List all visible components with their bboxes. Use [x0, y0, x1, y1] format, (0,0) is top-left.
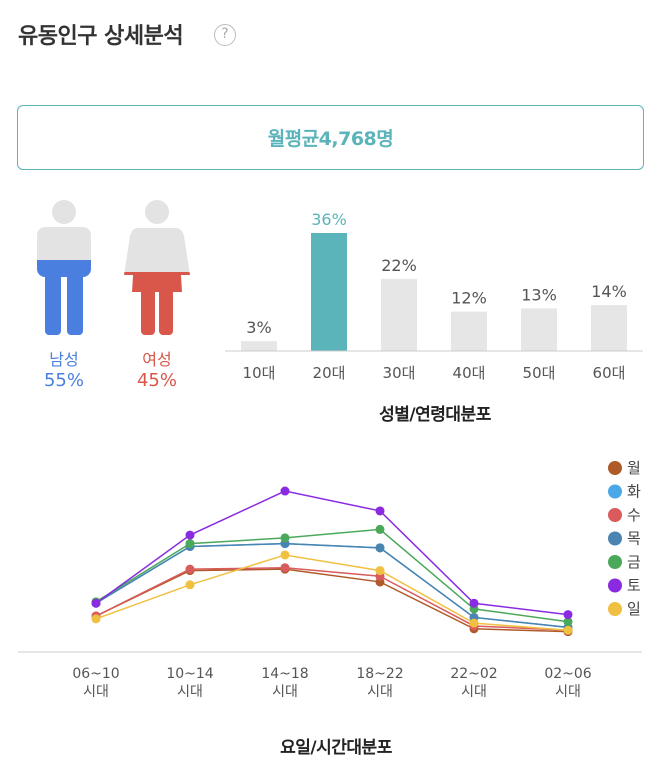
series-point-토 [469, 598, 479, 608]
male-label: 남성 [49, 350, 79, 369]
series-point-토 [375, 506, 385, 516]
series-point-금 [563, 617, 573, 627]
series-point-토 [563, 610, 573, 620]
male-percent: 55% [43, 370, 84, 391]
age-bar-10대 [241, 341, 277, 351]
age-category-label: 50대 [523, 364, 556, 382]
series-point-일 [280, 550, 290, 560]
age-category-label: 60대 [593, 364, 626, 382]
female-figure-icon [124, 200, 190, 335]
series-point-목 [375, 543, 385, 553]
legend-swatch-목 [608, 531, 622, 546]
series-point-금 [280, 533, 290, 543]
age-section-title: 성별/연령대분포 [379, 405, 491, 425]
series-point-일 [91, 614, 101, 624]
series-point-일 [563, 625, 573, 635]
series-point-일 [469, 618, 479, 628]
legend-swatch-수 [608, 508, 622, 522]
legend-label-금: 금 [627, 553, 641, 571]
legend-label-일: 일 [627, 600, 641, 618]
age-category-label: 30대 [383, 364, 416, 382]
series-line-수 [95, 566, 569, 631]
legend-label-토: 토 [627, 577, 641, 595]
age-category-label: 20대 [313, 364, 346, 382]
age-bar-value-label: 22% [381, 256, 417, 275]
series-point-금 [185, 539, 195, 549]
time-section-title: 요일/시간대분포 [280, 738, 392, 758]
series-point-토 [185, 530, 195, 540]
series-point-수 [280, 563, 290, 573]
male-figure-icon [37, 200, 91, 335]
time-category-label: 10~14 시대 [166, 666, 213, 700]
legend-label-화: 화 [627, 483, 641, 501]
legend-swatch-일 [608, 602, 622, 616]
legend-swatch-토 [608, 578, 622, 593]
female-percent: 45% [136, 370, 177, 391]
legend-label-목: 목 [627, 530, 641, 548]
series-point-금 [375, 524, 385, 534]
series-point-일 [375, 566, 385, 576]
help-icon[interactable]: ? [214, 24, 236, 46]
legend-swatch-화 [608, 484, 622, 499]
time-category-label: 06~10 시대 [72, 666, 119, 700]
age-bar-value-label: 13% [521, 285, 557, 304]
legend-swatch-금 [608, 555, 622, 569]
time-category-label: 14~18 시대 [261, 666, 308, 700]
time-category-label: 18~22 시대 [356, 666, 403, 700]
series-line-금 [95, 528, 569, 623]
legend-label-수: 수 [627, 506, 641, 524]
time-line-chart: 06~10 시대 10~14 시대 14~18 시대 18~22 시대 22~02 시대 02~06… [18, 459, 642, 700]
series-line-화 [95, 542, 569, 629]
series-line-일 [95, 554, 569, 631]
age-bar-value-label: 12% [451, 289, 487, 308]
series-point-토 [280, 486, 290, 496]
series-point-일 [185, 580, 195, 590]
series-line-토 [95, 490, 569, 616]
age-bar-50대 [521, 308, 557, 351]
monthly-average-text: 월평균4,768명 [267, 128, 394, 150]
age-category-label: 40대 [453, 364, 486, 382]
age-category-label: 10대 [243, 364, 276, 382]
female-label: 여성 [142, 350, 172, 369]
age-bar-value-label: 36% [311, 210, 347, 229]
series-line-월 [95, 568, 569, 633]
age-bar-30대 [381, 278, 417, 351]
series-point-토 [91, 598, 101, 608]
time-category-label: 02~06 시대 [544, 666, 591, 700]
age-bar-20대 [311, 233, 347, 351]
series-point-수 [185, 564, 195, 574]
legend-label-월: 월 [627, 459, 641, 477]
legend-swatch-월 [608, 461, 622, 475]
age-bar-value-label: 3% [246, 318, 271, 337]
monthly-average-box: 월평균4,768명 [17, 105, 644, 170]
age-bar-value-label: 14% [591, 282, 627, 301]
age-bar-40대 [451, 311, 487, 351]
age-bar-60대 [591, 305, 627, 351]
series-line-목 [95, 542, 569, 629]
time-category-label: 22~02 시대 [450, 666, 497, 700]
age-bar-chart: 3% 10대 36% 20대 22% 30대 12% 40대 13% 50대 14% 60대 [225, 210, 643, 382]
page-title: 유동인구 상세분석 [18, 24, 184, 49]
